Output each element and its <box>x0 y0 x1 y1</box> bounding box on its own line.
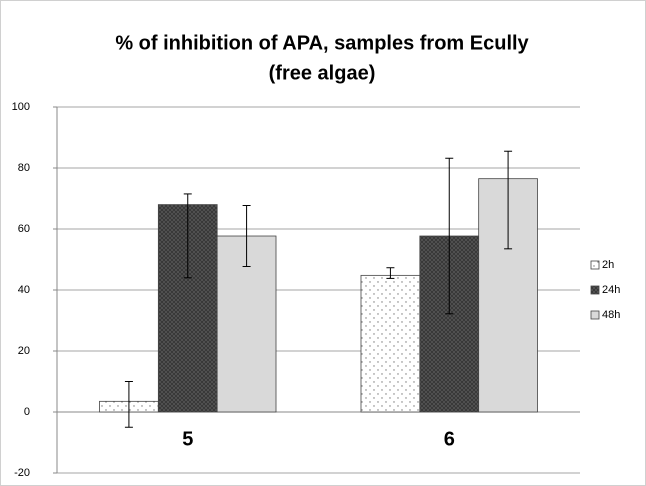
y-tick-label: -20 <box>14 467 30 479</box>
y-tick-label: 40 <box>18 284 30 296</box>
y-tick-label: 20 <box>18 345 30 357</box>
y-tick-label: 100 <box>12 101 30 113</box>
x-tick-label: 6 <box>444 428 455 450</box>
chart-title: (free algae) <box>269 62 376 84</box>
legend-swatch <box>590 260 600 270</box>
x-tick-label: 5 <box>182 428 193 450</box>
bar <box>360 274 421 413</box>
legend-label: 48h <box>602 309 620 321</box>
legend-swatch <box>590 310 600 320</box>
y-tick-label: 80 <box>18 162 30 174</box>
y-tick-label: 60 <box>18 223 30 235</box>
legend-label: 24h <box>602 284 620 296</box>
legend-label: 2h <box>602 259 614 271</box>
legend-swatch <box>590 285 600 295</box>
y-tick-label: 0 <box>24 406 30 418</box>
chart-title: % of inhibition of APA, samples from Ecu… <box>115 32 529 54</box>
